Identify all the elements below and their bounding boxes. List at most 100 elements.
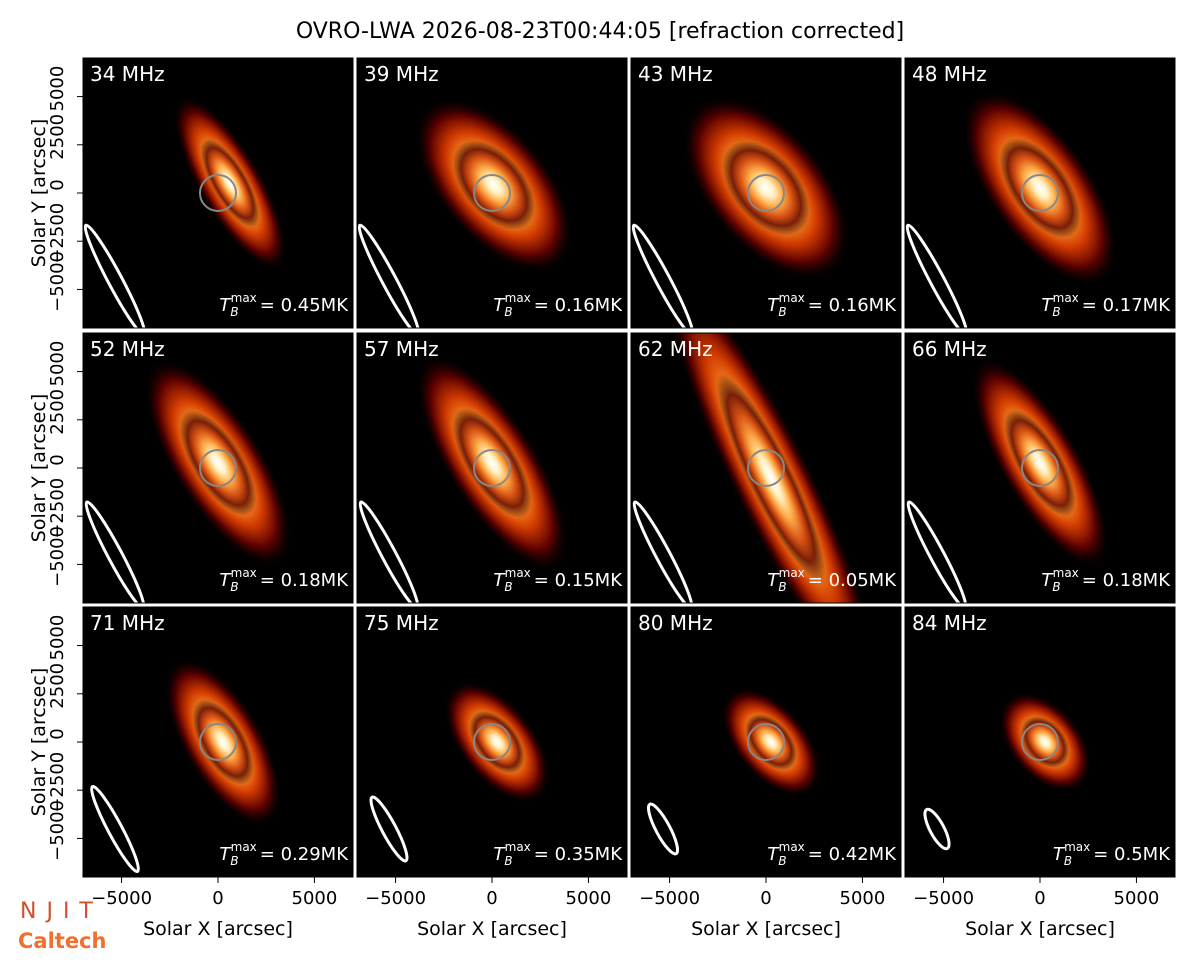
y-tick-label: 0 bbox=[47, 728, 68, 739]
tmax-label: TBmax = 0.18MK bbox=[219, 566, 349, 594]
panel: 39 MHz TBmax = 0.16MK bbox=[356, 57, 628, 329]
tmax-symbol: T bbox=[1041, 570, 1054, 591]
tmax-value: = 0.5MK bbox=[1093, 844, 1171, 865]
solar-disk bbox=[747, 449, 785, 487]
emission-core bbox=[200, 138, 260, 228]
x-tick-label: −5000 bbox=[365, 888, 426, 909]
panel-frame bbox=[630, 57, 902, 329]
tmax-label: TBmax = 0.35MK bbox=[493, 840, 623, 868]
tmax-sub: B bbox=[778, 305, 786, 319]
tmax-value: = 0.35MK bbox=[534, 844, 623, 865]
x-axis-label: Solar X [arcsec] bbox=[143, 918, 293, 940]
beam bbox=[369, 795, 409, 863]
tmax-symbol: T bbox=[219, 295, 232, 316]
solar-disk bbox=[747, 174, 785, 212]
solar-disk bbox=[747, 723, 785, 761]
emission-core bbox=[179, 410, 257, 516]
y-tick-label: 0 bbox=[47, 179, 68, 190]
logo-njit: NJIT bbox=[20, 899, 103, 924]
panel: 57 MHz TBmax = 0.15MK bbox=[356, 332, 628, 604]
tmax-symbol: T bbox=[219, 570, 232, 591]
tmax-sup: max bbox=[1064, 840, 1090, 854]
tmax-sub: B bbox=[230, 305, 238, 319]
panel-frame bbox=[356, 57, 628, 329]
tmax-symbol: T bbox=[767, 295, 780, 316]
tmax-value: = 0.05MK bbox=[808, 570, 897, 591]
tmax-symbol: T bbox=[1053, 844, 1066, 865]
beam bbox=[631, 223, 695, 328]
tmax-value: = 0.17MK bbox=[1082, 295, 1171, 316]
frequency-label: 57 MHz bbox=[364, 337, 439, 361]
beam bbox=[357, 223, 421, 328]
emission-core bbox=[999, 138, 1081, 238]
x-tick-label: −5000 bbox=[913, 888, 974, 909]
y-tick-label: −2500 bbox=[47, 752, 68, 813]
tmax-sup: max bbox=[779, 291, 805, 305]
solar-disk bbox=[1021, 723, 1059, 761]
solar-disk bbox=[473, 174, 511, 212]
panel-image bbox=[83, 333, 353, 603]
solar-disk bbox=[1021, 449, 1059, 487]
emission-core bbox=[745, 714, 797, 770]
tmax-value: = 0.15MK bbox=[534, 570, 623, 591]
frequency-label: 48 MHz bbox=[912, 62, 987, 86]
beam bbox=[646, 802, 680, 856]
tmax-value: = 0.18MK bbox=[1082, 570, 1171, 591]
y-tick-label: 5000 bbox=[47, 66, 68, 112]
tmax-symbol: T bbox=[493, 844, 506, 865]
y-tick-label: −5000 bbox=[47, 800, 68, 861]
beam bbox=[923, 807, 951, 851]
frequency-label: 71 MHz bbox=[90, 611, 165, 635]
y-tick-label: 2500 bbox=[47, 389, 68, 435]
panel-image bbox=[905, 333, 1175, 603]
emission-core bbox=[722, 140, 810, 236]
panel-frame bbox=[904, 332, 1176, 604]
x-axis-label: Solar X [arcsec] bbox=[965, 918, 1115, 940]
tmax-sup: max bbox=[505, 291, 531, 305]
panel: 66 MHz TBmax = 0.18MK bbox=[904, 332, 1176, 604]
panel-frame bbox=[630, 332, 902, 604]
tmax-sub: B bbox=[504, 580, 512, 594]
x-tick-label: 0 bbox=[212, 888, 223, 909]
tmax-symbol: T bbox=[219, 844, 232, 865]
solar-disk bbox=[199, 449, 237, 487]
tmax-symbol: T bbox=[493, 570, 506, 591]
panel: 75 MHz TBmax = 0.35MK −5000 0 5000 Solar X [ar… bbox=[356, 606, 628, 940]
tmax-sub: B bbox=[778, 580, 786, 594]
y-tick-label: 2500 bbox=[47, 663, 68, 709]
logo-caltech: Caltech bbox=[18, 929, 106, 953]
y-tick-label: −2500 bbox=[47, 203, 68, 264]
panel: 62 MHz TBmax = 0.05MK bbox=[630, 332, 902, 604]
solar-disk bbox=[473, 723, 511, 761]
solar-disk bbox=[473, 449, 511, 487]
tmax-symbol: T bbox=[767, 844, 780, 865]
y-axis-label: Solar Y [arcsec] bbox=[28, 394, 50, 542]
frequency-label: 66 MHz bbox=[912, 337, 987, 361]
x-tick-label: 5000 bbox=[840, 888, 886, 909]
tmax-value: = 0.16MK bbox=[808, 295, 897, 316]
panel-image bbox=[357, 333, 627, 603]
x-tick-label: 5000 bbox=[566, 888, 612, 909]
panel-image bbox=[83, 58, 353, 328]
panel-image bbox=[905, 58, 1175, 328]
solar-disk bbox=[1021, 174, 1059, 212]
title: OVRO-LWA 2026-08-23T00:44:05 [refraction… bbox=[296, 19, 904, 44]
frequency-label: 39 MHz bbox=[364, 62, 439, 86]
tmax-label: TBmax = 0.05MK bbox=[767, 566, 897, 594]
tmax-label: TBmax = 0.15MK bbox=[493, 566, 623, 594]
tmax-label: TBmax = 0.18MK bbox=[1041, 566, 1171, 594]
tmax-sup: max bbox=[505, 566, 531, 580]
y-tick-label: −2500 bbox=[47, 478, 68, 539]
tmax-sup: max bbox=[779, 840, 805, 854]
frequency-label: 75 MHz bbox=[364, 611, 439, 635]
y-axis-label: Solar Y [arcsec] bbox=[28, 668, 50, 816]
x-tick-label: 0 bbox=[486, 888, 497, 909]
beam bbox=[905, 223, 969, 328]
tmax-sup: max bbox=[1053, 291, 1079, 305]
panel-image bbox=[83, 607, 353, 877]
emission-core bbox=[716, 374, 826, 582]
tmax-value: = 0.18MK bbox=[260, 570, 349, 591]
panel-image bbox=[631, 607, 901, 877]
